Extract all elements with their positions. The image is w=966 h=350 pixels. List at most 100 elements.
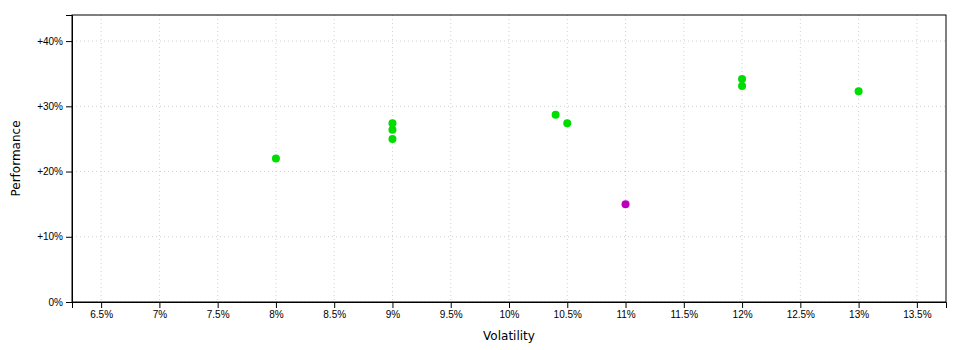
tick: 0% bbox=[49, 297, 72, 308]
tick-mark bbox=[218, 302, 219, 308]
tick-label: 13.5% bbox=[903, 309, 931, 320]
tick-label: 9.5% bbox=[440, 309, 463, 320]
tick: 7.5% bbox=[207, 302, 230, 320]
tick: 12% bbox=[733, 302, 753, 320]
tick-label: 7% bbox=[153, 309, 168, 320]
tick-label: 0% bbox=[49, 297, 64, 308]
tick-mark bbox=[276, 302, 277, 308]
tick: 9% bbox=[386, 302, 401, 320]
plot-frame bbox=[72, 15, 946, 302]
y-axis: 0% +10% +20% +30% +40% bbox=[37, 16, 72, 308]
axis-domain bbox=[66, 16, 73, 303]
tick: +20% bbox=[37, 166, 72, 177]
tick-mark bbox=[334, 302, 335, 308]
tick-mark bbox=[800, 302, 801, 308]
tick-label: 12.5% bbox=[787, 309, 815, 320]
grid-line bbox=[858, 15, 859, 302]
grid-line bbox=[392, 15, 393, 302]
tick-label: +20% bbox=[37, 166, 63, 177]
grid-line bbox=[567, 15, 568, 302]
tick: 9.5% bbox=[440, 302, 463, 320]
grid-line bbox=[334, 15, 335, 302]
grid-line bbox=[72, 236, 946, 237]
tick-label: 10% bbox=[499, 309, 519, 320]
tick-mark bbox=[66, 302, 72, 303]
grid-line bbox=[450, 15, 451, 302]
grid-line bbox=[159, 15, 160, 302]
tick-label: 10.5% bbox=[554, 309, 582, 320]
tick-label: 8% bbox=[269, 309, 284, 320]
tick: 13% bbox=[849, 302, 869, 320]
tick-mark bbox=[509, 302, 510, 308]
tick-mark bbox=[66, 41, 72, 42]
grid bbox=[72, 15, 946, 302]
tick: 8% bbox=[269, 302, 284, 320]
tick-mark bbox=[684, 302, 685, 308]
tick: 12.5% bbox=[787, 302, 815, 320]
tick-label: 12% bbox=[733, 309, 753, 320]
grid-line bbox=[916, 15, 917, 302]
grid-line bbox=[800, 15, 801, 302]
tick-label: +10% bbox=[37, 231, 63, 242]
y-axis-title: Performance bbox=[9, 120, 23, 196]
point bbox=[563, 119, 571, 127]
tick-label: 7.5% bbox=[207, 309, 230, 320]
tick-mark bbox=[66, 172, 72, 173]
point bbox=[552, 111, 560, 119]
points bbox=[272, 75, 863, 208]
tick-mark bbox=[159, 302, 160, 308]
tick-mark bbox=[451, 302, 452, 308]
grid-line bbox=[625, 15, 626, 302]
point bbox=[738, 82, 746, 90]
axis-domain bbox=[73, 303, 947, 309]
tick: 11% bbox=[616, 302, 635, 320]
tick-label: +30% bbox=[37, 101, 63, 112]
tick-mark bbox=[742, 302, 743, 308]
grid-line bbox=[72, 106, 946, 107]
point bbox=[622, 200, 630, 208]
tick-mark bbox=[392, 302, 393, 308]
point bbox=[388, 119, 396, 127]
grid-line bbox=[509, 15, 510, 302]
tick-mark bbox=[66, 106, 72, 107]
tick-label: 6.5% bbox=[90, 309, 113, 320]
grid-line bbox=[683, 15, 684, 302]
tick: 7% bbox=[153, 302, 168, 320]
grid-line bbox=[72, 171, 946, 172]
grid-line bbox=[101, 15, 102, 302]
tick-mark bbox=[567, 302, 568, 308]
point bbox=[388, 135, 396, 143]
tick: 10.5% bbox=[554, 302, 582, 320]
tick-label: 11.5% bbox=[670, 309, 698, 320]
series bbox=[272, 75, 863, 163]
tick-mark bbox=[66, 237, 72, 238]
tick-label: +40% bbox=[37, 36, 63, 47]
tick: +30% bbox=[37, 101, 72, 112]
series bbox=[622, 200, 630, 208]
tick-mark bbox=[626, 302, 627, 308]
tick: 6.5% bbox=[90, 302, 113, 320]
grid-line bbox=[72, 41, 946, 42]
x-axis-title: Volatility bbox=[483, 329, 535, 343]
tick-label: 13% bbox=[849, 309, 869, 320]
tick: +10% bbox=[37, 231, 72, 242]
tick: 8.5% bbox=[323, 302, 346, 320]
chart: 6.5% 7% 7.5% 8% 8.5% 9% 9.5% 10% 10.5% 11% 11.5% 12… bbox=[0, 0, 966, 350]
point bbox=[738, 75, 746, 83]
grid-line bbox=[742, 15, 743, 302]
tick-label: 9% bbox=[386, 309, 401, 320]
tick: 11.5% bbox=[670, 302, 698, 320]
tick: 10% bbox=[499, 302, 519, 320]
tick-label: 11% bbox=[616, 309, 635, 320]
point bbox=[855, 87, 863, 95]
x-axis: 6.5% 7% 7.5% 8% 8.5% 9% 9.5% 10% 10.5% 11% 11.5% 12… bbox=[73, 302, 947, 320]
tick: 13.5% bbox=[903, 302, 931, 320]
grid-line bbox=[217, 15, 218, 302]
tick-label: 8.5% bbox=[323, 309, 346, 320]
tick-mark bbox=[859, 302, 860, 308]
point bbox=[272, 155, 280, 163]
tick-mark bbox=[917, 302, 918, 308]
tick-mark bbox=[101, 302, 102, 308]
plot: 6.5% 7% 7.5% 8% 8.5% 9% 9.5% 10% 10.5% 11% 11.5% 12… bbox=[9, 15, 947, 343]
tick: +40% bbox=[37, 36, 72, 47]
